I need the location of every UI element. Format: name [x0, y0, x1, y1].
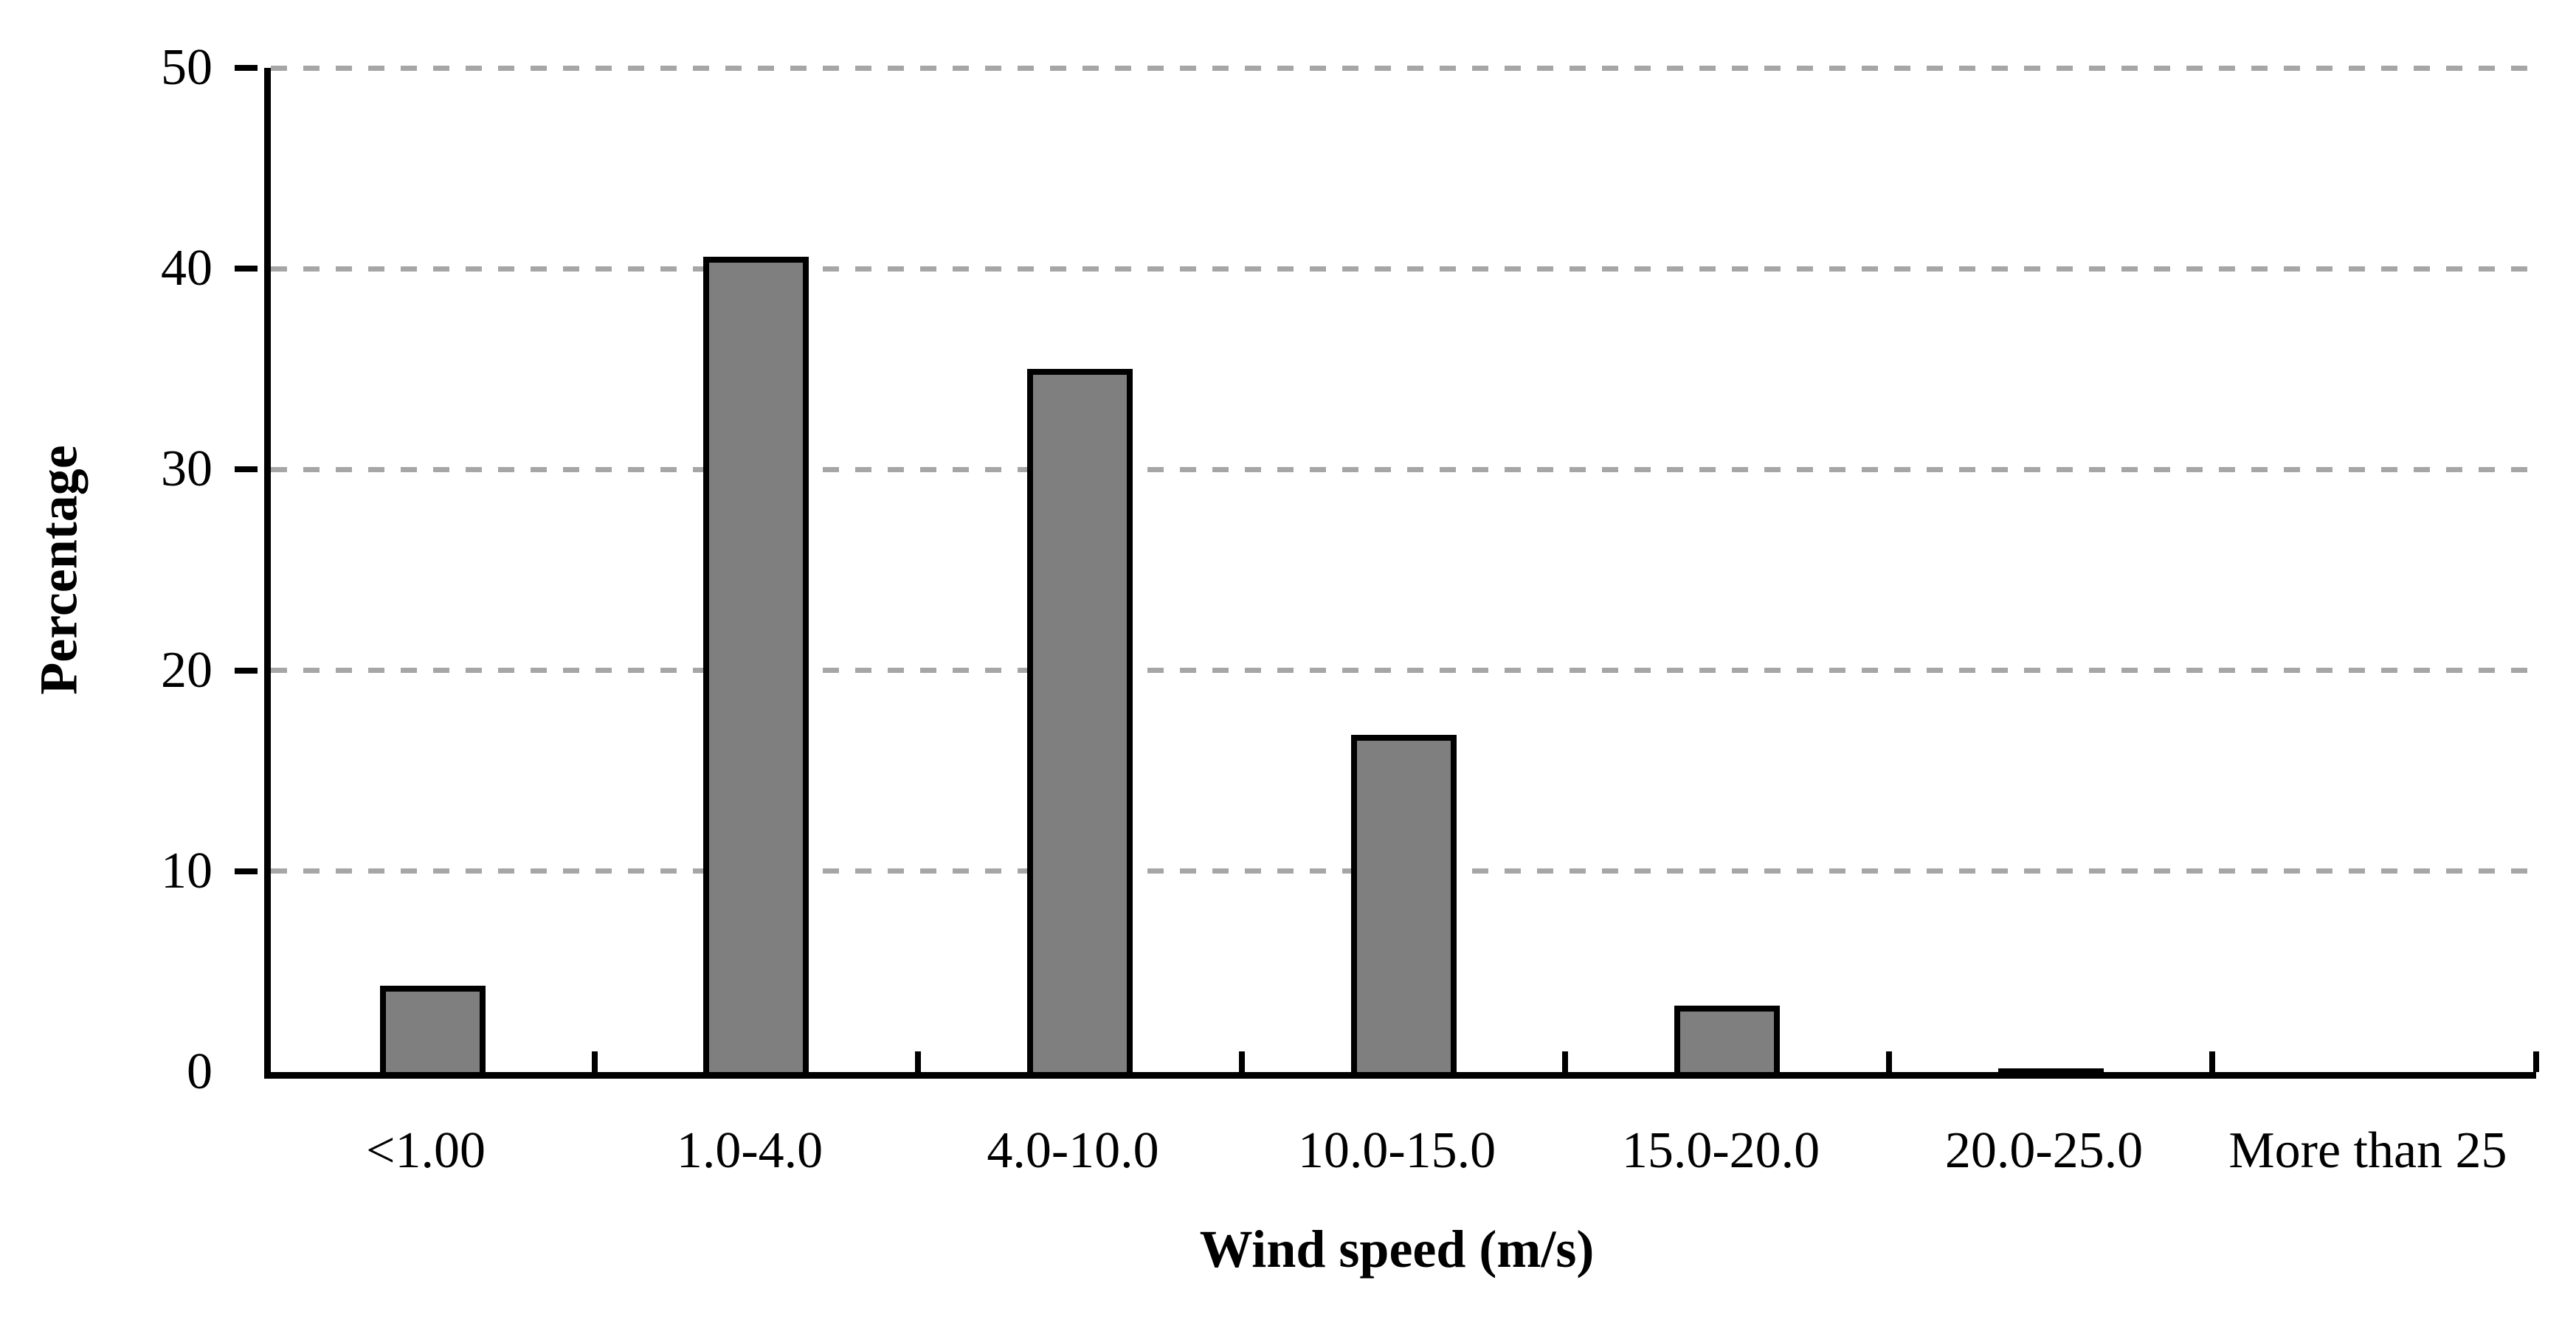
- x-axis-tick: [1886, 1051, 1892, 1072]
- gridline-40: [271, 266, 2536, 272]
- y-tick-label-20: 20: [161, 642, 213, 699]
- plot-area: [264, 65, 2539, 1079]
- x-axis-tick: [1239, 1051, 1245, 1072]
- y-axis-tick: [235, 466, 258, 472]
- y-axis-tick: [235, 266, 258, 272]
- gridline-30: [271, 466, 2536, 472]
- x-axis-tick: [2533, 1051, 2539, 1072]
- bar-<1.00: [380, 986, 486, 1072]
- bar-4.0-10.0: [1027, 369, 1133, 1072]
- x-axis-tick: [2209, 1051, 2215, 1072]
- x-axis-tick: [1562, 1051, 1568, 1072]
- x-tick-label-1.0-4.0: 1.0-4.0: [676, 1122, 823, 1179]
- x-tick-label-15.0-20.0: 15.0-20.0: [1621, 1122, 1820, 1179]
- x-tick-label-4.0-10.0: 4.0-10.0: [987, 1122, 1159, 1179]
- x-axis-tick: [592, 1051, 598, 1072]
- bar-15.0-20.0: [1674, 1006, 1780, 1072]
- y-axis-tick: [235, 65, 258, 71]
- y-tick-label-0: 0: [187, 1043, 213, 1100]
- x-axis-tick: [915, 1051, 921, 1072]
- y-axis-title: Percentage: [0, 68, 118, 1072]
- bar-1.0-4.0: [703, 257, 809, 1072]
- x-tick-label-More than 25: More than 25: [2228, 1122, 2507, 1179]
- gridline-50: [271, 65, 2536, 71]
- y-axis-tick: [235, 668, 258, 674]
- y-tick-label-10: 10: [161, 843, 213, 899]
- gridline-20: [271, 668, 2536, 674]
- y-axis-tick: [235, 868, 258, 874]
- bar-20.0-25.0: [1998, 1068, 2104, 1072]
- x-axis-title: Wind speed (m/s): [1199, 1220, 1595, 1279]
- x-tick-label-20.0-25.0: 20.0-25.0: [1944, 1122, 2144, 1179]
- bar-10.0-15.0: [1351, 735, 1457, 1072]
- x-tick-label-<1.00: <1.00: [366, 1122, 486, 1179]
- y-tick-label-30: 30: [161, 440, 213, 497]
- x-tick-label-10.0-15.0: 10.0-15.0: [1297, 1122, 1496, 1179]
- y-tick-label-50: 50: [161, 39, 213, 96]
- y-tick-label-40: 40: [161, 240, 213, 297]
